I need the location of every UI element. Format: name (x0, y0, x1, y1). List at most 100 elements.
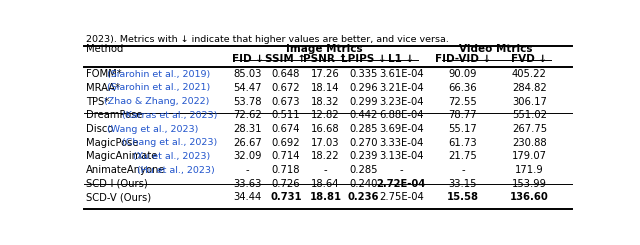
Text: 55.17: 55.17 (449, 124, 477, 134)
Text: (Zhao & Zhang, 2022): (Zhao & Zhang, 2022) (100, 97, 209, 106)
Text: SSIM ↑: SSIM ↑ (265, 54, 307, 64)
Text: 2.72E-04: 2.72E-04 (377, 179, 426, 189)
Text: 3.23E-04: 3.23E-04 (379, 97, 424, 107)
Text: 32.09: 32.09 (234, 151, 262, 161)
Text: 28.31: 28.31 (234, 124, 262, 134)
Text: 34.44: 34.44 (234, 192, 262, 202)
Text: FVD ↓: FVD ↓ (511, 54, 547, 64)
Text: 66.36: 66.36 (449, 83, 477, 93)
Text: 2023). Metrics with ↓ indicate that higher values are better, and vice versa.: 2023). Metrics with ↓ indicate that high… (86, 36, 449, 44)
Text: -: - (324, 165, 327, 175)
Text: 18.64: 18.64 (311, 179, 340, 189)
Text: MagicAnimate: MagicAnimate (86, 151, 157, 161)
Text: 2.75E-04: 2.75E-04 (379, 192, 424, 202)
Text: L1 ↓: L1 ↓ (388, 54, 415, 64)
Text: 53.78: 53.78 (234, 97, 262, 107)
Text: 153.99: 153.99 (512, 179, 547, 189)
Text: MRAA*: MRAA* (86, 83, 120, 93)
Text: 0.236: 0.236 (348, 192, 380, 202)
Text: TPS*: TPS* (86, 97, 109, 107)
Text: DreamPose: DreamPose (86, 110, 143, 120)
Text: 267.75: 267.75 (512, 124, 547, 134)
Text: 0.239: 0.239 (349, 151, 378, 161)
Text: 17.26: 17.26 (311, 69, 340, 79)
Text: 3.33E-04: 3.33E-04 (380, 138, 424, 148)
Text: Video Mtrics: Video Mtrics (460, 44, 533, 54)
Text: 0.240: 0.240 (349, 179, 378, 189)
Text: LPIPS ↓: LPIPS ↓ (341, 54, 387, 64)
Text: -: - (461, 165, 465, 175)
Text: 17.03: 17.03 (311, 138, 340, 148)
Text: 0.672: 0.672 (271, 83, 300, 93)
Text: AnimateAnyone: AnimateAnyone (86, 165, 166, 175)
Text: 3.61E-04: 3.61E-04 (379, 69, 424, 79)
Text: PSNR ↑: PSNR ↑ (303, 54, 348, 64)
Text: (Siarohin et al., 2019): (Siarohin et al., 2019) (104, 70, 211, 79)
Text: 3.69E-04: 3.69E-04 (379, 124, 424, 134)
Text: 551.02: 551.02 (512, 110, 547, 120)
Text: 0.726: 0.726 (271, 179, 300, 189)
Text: (Chang et al., 2023): (Chang et al., 2023) (119, 138, 217, 147)
Text: 21.75: 21.75 (449, 151, 477, 161)
Text: 26.67: 26.67 (233, 138, 262, 148)
Text: 18.22: 18.22 (311, 151, 340, 161)
Text: Disco: Disco (86, 124, 113, 134)
Text: 0.731: 0.731 (270, 192, 301, 202)
Text: 18.81: 18.81 (310, 192, 342, 202)
Text: 61.73: 61.73 (449, 138, 477, 148)
Text: 16.68: 16.68 (311, 124, 340, 134)
Text: 72.55: 72.55 (449, 97, 477, 107)
Text: Disco: Disco (86, 124, 113, 134)
Text: 0.673: 0.673 (271, 97, 300, 107)
Text: DreamPose: DreamPose (86, 110, 143, 120)
Text: 0.285: 0.285 (349, 124, 378, 134)
Text: 78.77: 78.77 (449, 110, 477, 120)
Text: (Wang et al., 2023): (Wang et al., 2023) (104, 124, 198, 134)
Text: 230.88: 230.88 (512, 138, 547, 148)
Text: 0.692: 0.692 (271, 138, 300, 148)
Text: TPS*: TPS* (86, 97, 109, 107)
Text: 85.03: 85.03 (234, 69, 262, 79)
Text: 0.674: 0.674 (271, 124, 300, 134)
Text: FOMM*: FOMM* (86, 69, 122, 79)
Text: 0.299: 0.299 (349, 97, 378, 107)
Text: 18.32: 18.32 (311, 97, 340, 107)
Text: 0.718: 0.718 (271, 165, 300, 175)
Text: MagicAnimate: MagicAnimate (86, 151, 157, 161)
Text: 54.47: 54.47 (234, 83, 262, 93)
Text: FOMM*: FOMM* (86, 69, 122, 79)
Text: Method: Method (86, 44, 124, 54)
Text: Image Mtrics: Image Mtrics (286, 44, 363, 54)
Text: 306.17: 306.17 (512, 97, 547, 107)
Text: FID ↓: FID ↓ (232, 54, 264, 64)
Text: (Xu et al., 2023): (Xu et al., 2023) (130, 152, 211, 161)
Text: 284.82: 284.82 (512, 83, 547, 93)
Text: 33.63: 33.63 (234, 179, 262, 189)
Text: 0.296: 0.296 (349, 83, 378, 93)
Text: 0.270: 0.270 (349, 138, 378, 148)
Text: 90.09: 90.09 (449, 69, 477, 79)
Text: 3.13E-04: 3.13E-04 (379, 151, 424, 161)
Text: -: - (399, 165, 403, 175)
Text: 72.62: 72.62 (233, 110, 262, 120)
Text: 136.60: 136.60 (510, 192, 548, 202)
Text: AnimateAnyone: AnimateAnyone (86, 165, 166, 175)
Text: 6.88E-04: 6.88E-04 (379, 110, 424, 120)
Text: MagicPose: MagicPose (86, 138, 138, 148)
Text: FID-VID ↓: FID-VID ↓ (435, 54, 491, 64)
Text: 171.9: 171.9 (515, 165, 544, 175)
Text: 33.15: 33.15 (449, 179, 477, 189)
Text: 0.285: 0.285 (349, 165, 378, 175)
Text: 0.335: 0.335 (349, 69, 378, 79)
Text: 0.714: 0.714 (271, 151, 300, 161)
Text: 12.82: 12.82 (311, 110, 340, 120)
Text: 18.14: 18.14 (311, 83, 340, 93)
Text: 3.21E-04: 3.21E-04 (379, 83, 424, 93)
Text: SCD-V (Ours): SCD-V (Ours) (86, 192, 151, 202)
Text: 179.07: 179.07 (512, 151, 547, 161)
Text: (Hu et al., 2023): (Hu et al., 2023) (134, 166, 214, 174)
Text: SCD-I (Ours): SCD-I (Ours) (86, 179, 148, 189)
Text: 405.22: 405.22 (512, 69, 547, 79)
Text: MagicPose: MagicPose (86, 138, 138, 148)
Text: 15.58: 15.58 (447, 192, 479, 202)
